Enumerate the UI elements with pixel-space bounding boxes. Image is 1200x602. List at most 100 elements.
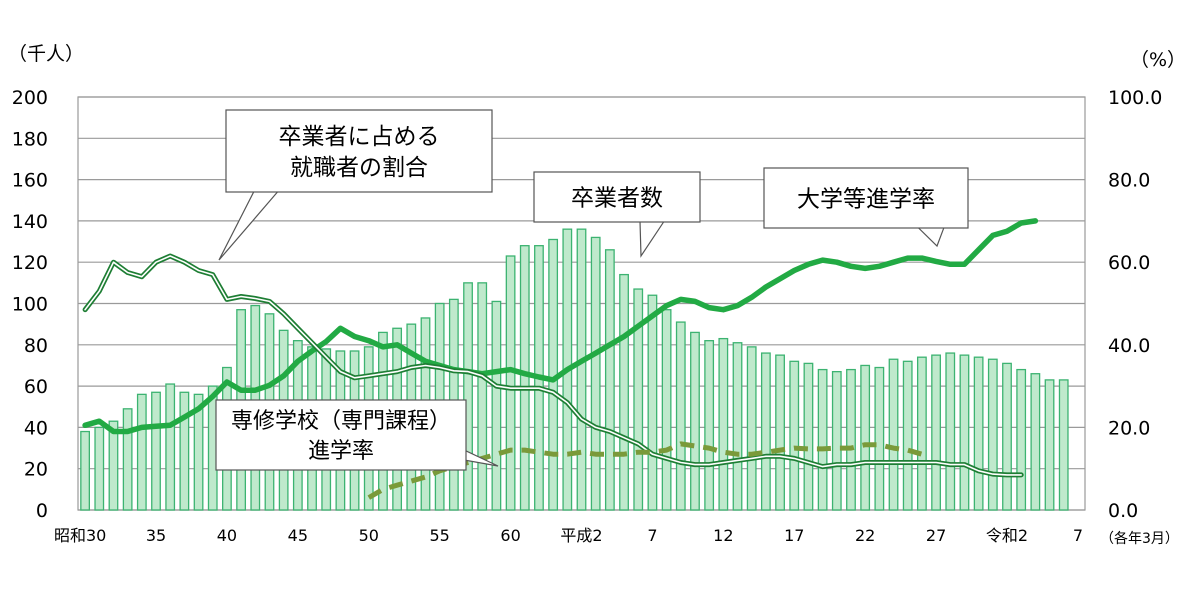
bar bbox=[94, 426, 105, 511]
bar bbox=[165, 383, 176, 511]
right-tick-label: 20.0 bbox=[1108, 417, 1150, 439]
callout-employment-box bbox=[225, 109, 493, 193]
bar bbox=[902, 360, 913, 511]
x-tick-label: 27 bbox=[926, 526, 946, 545]
callout-employment-label: 卒業者に占める bbox=[279, 124, 440, 150]
bar bbox=[179, 391, 190, 511]
x-axis-note: （各年3月） bbox=[1100, 531, 1179, 547]
bar bbox=[1044, 379, 1055, 511]
bar bbox=[1002, 362, 1012, 511]
left-tick-label: 200 bbox=[12, 87, 48, 109]
bar bbox=[491, 300, 502, 511]
x-tick-label: 35 bbox=[146, 526, 166, 545]
callout-graduates: 卒業者数 bbox=[533, 171, 701, 258]
bar bbox=[1016, 368, 1027, 511]
bar bbox=[874, 366, 885, 511]
bar bbox=[122, 408, 133, 511]
callout-university: 大学等進学率 bbox=[763, 167, 969, 248]
bar bbox=[704, 340, 715, 511]
right-tick-label: 40.0 bbox=[1108, 335, 1150, 357]
bar bbox=[463, 282, 473, 511]
bar bbox=[760, 352, 771, 511]
bar bbox=[108, 420, 119, 511]
bar bbox=[860, 364, 871, 511]
bar bbox=[505, 255, 516, 511]
bar bbox=[136, 393, 147, 511]
x-tick-label: 55 bbox=[429, 526, 449, 545]
bar bbox=[80, 430, 90, 511]
callout-university-tail bbox=[916, 226, 945, 248]
bar bbox=[151, 391, 161, 511]
bar bbox=[690, 331, 700, 511]
bar bbox=[477, 282, 488, 511]
x-tick-label: 12 bbox=[713, 526, 733, 545]
axes: 0 20 40 60 80 100 120 140 160 180 200 0.0 20.0 40.0 60… bbox=[12, 87, 1163, 545]
left-tick-label: 140 bbox=[12, 211, 48, 233]
bar bbox=[987, 358, 998, 511]
bar bbox=[604, 249, 615, 511]
callout-university-box bbox=[763, 167, 969, 229]
x-tick-label: 60 bbox=[500, 526, 520, 545]
right-tick-label: 80.0 bbox=[1108, 170, 1150, 192]
bar bbox=[590, 236, 601, 511]
x-tick-label: 50 bbox=[359, 526, 379, 545]
right-tick-label: 0.0 bbox=[1108, 500, 1138, 522]
right-tick-label: 100.0 bbox=[1108, 87, 1162, 109]
x-tick-label: 令和2 bbox=[986, 526, 1028, 545]
callout-vocational: 専修学校（専門課程） 進学率 bbox=[215, 399, 499, 471]
bar bbox=[831, 370, 842, 511]
bar bbox=[718, 337, 729, 511]
x-tick-label: 昭和30 bbox=[54, 526, 106, 545]
bar bbox=[633, 288, 644, 511]
bar bbox=[959, 354, 970, 511]
bar bbox=[519, 245, 530, 511]
bar bbox=[817, 368, 828, 511]
left-tick-label: 120 bbox=[12, 252, 48, 274]
bar bbox=[732, 342, 743, 511]
line-series bbox=[82, 218, 1039, 500]
left-tick-label: 0 bbox=[36, 500, 48, 522]
bar bbox=[803, 362, 814, 511]
callout-graduates-label: 卒業者数 bbox=[571, 185, 663, 211]
line-employment-ratio-inner bbox=[84, 255, 1023, 476]
bar bbox=[1058, 379, 1069, 511]
bar bbox=[619, 273, 629, 511]
callout-vocational-label: 進学率 bbox=[308, 439, 374, 464]
left-tick-label: 20 bbox=[24, 459, 48, 481]
x-tick-label: 22 bbox=[855, 526, 875, 545]
left-tick-label: 60 bbox=[24, 376, 48, 398]
callout-graduates-tail bbox=[639, 220, 666, 258]
x-tick-label: 7 bbox=[647, 526, 657, 545]
bar bbox=[789, 360, 800, 511]
left-tick-label: 160 bbox=[12, 170, 48, 192]
line-university-rate bbox=[82, 218, 1039, 435]
x-tick-label: 17 bbox=[784, 526, 804, 545]
bar bbox=[945, 352, 956, 511]
bar bbox=[675, 321, 686, 511]
bar bbox=[916, 356, 927, 511]
x-tick-label: 40 bbox=[217, 526, 237, 545]
right-tick-label: 60.0 bbox=[1108, 252, 1150, 274]
left-tick-label: 80 bbox=[24, 335, 48, 357]
left-tick-label: 100 bbox=[12, 294, 48, 316]
callout-vocational-box bbox=[215, 399, 467, 471]
bar bbox=[888, 358, 899, 511]
callout-vocational-label: 専修学校（専門課程） bbox=[231, 409, 451, 434]
right-axis-unit: （%） bbox=[1130, 49, 1186, 71]
bar bbox=[931, 354, 941, 511]
bar bbox=[746, 346, 757, 511]
x-tick-label: 平成2 bbox=[560, 526, 602, 545]
callout-university-label: 大学等進学率 bbox=[797, 186, 935, 212]
callout-graduates-box bbox=[533, 171, 701, 223]
x-tick-label: 7 bbox=[1073, 526, 1083, 545]
bar bbox=[775, 354, 785, 511]
bar bbox=[846, 368, 856, 511]
left-tick-label: 180 bbox=[12, 128, 48, 150]
bar bbox=[661, 309, 672, 511]
bar bbox=[193, 393, 204, 511]
callout-employment-label: 就職者の割合 bbox=[290, 155, 428, 181]
left-tick-label: 40 bbox=[24, 417, 48, 439]
